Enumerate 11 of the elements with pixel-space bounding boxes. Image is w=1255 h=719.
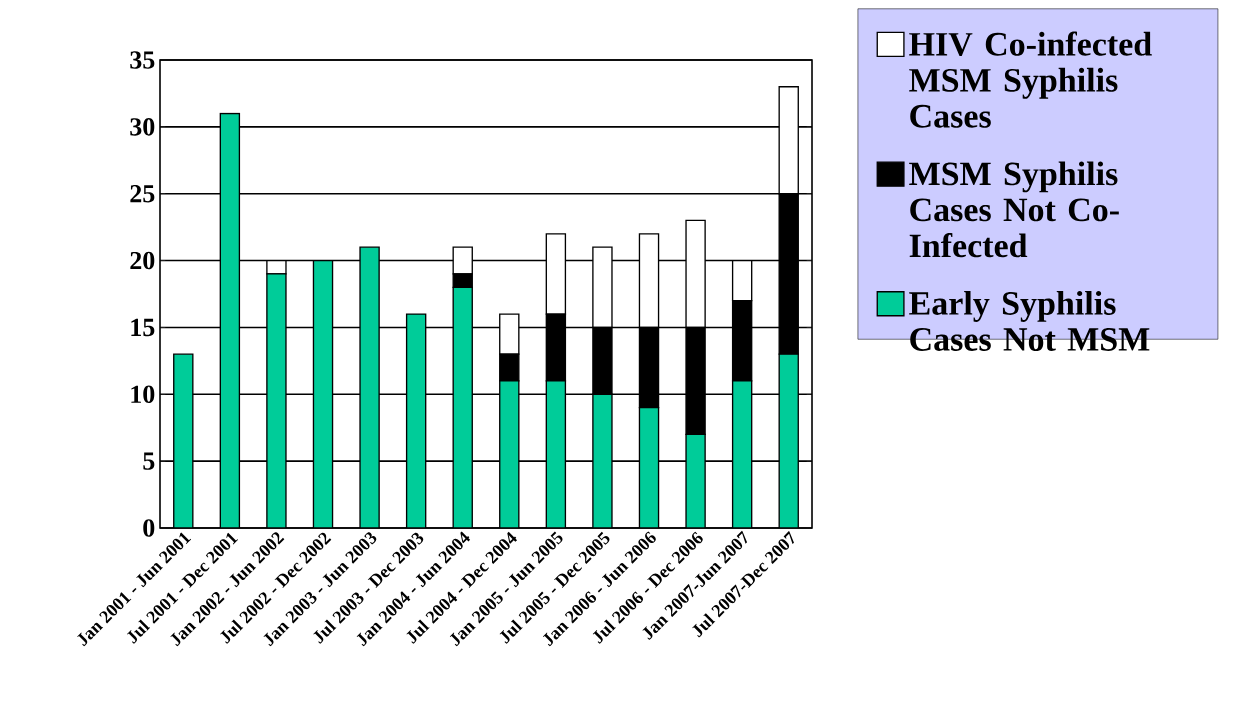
y-tick-label: 0 [143,519,155,537]
y-tick-label: 30 [130,118,155,136]
y-tick-label: 20 [130,251,155,270]
y-tick-label: 25 [130,184,155,203]
y-tick-label: 5 [143,452,155,470]
y-tick-label: 15 [131,318,155,337]
legend-label: HIV Co-infected MSM Syphilis Cases [909,31,1152,128]
legend-label: Early Syphilis Cases Not MSM [909,290,1150,351]
legend-label: MSM Syphilis Cases Not Co-Infected [909,161,1119,258]
y-tick-label: 35 [130,51,155,69]
y-tick-label: 10 [131,385,155,404]
